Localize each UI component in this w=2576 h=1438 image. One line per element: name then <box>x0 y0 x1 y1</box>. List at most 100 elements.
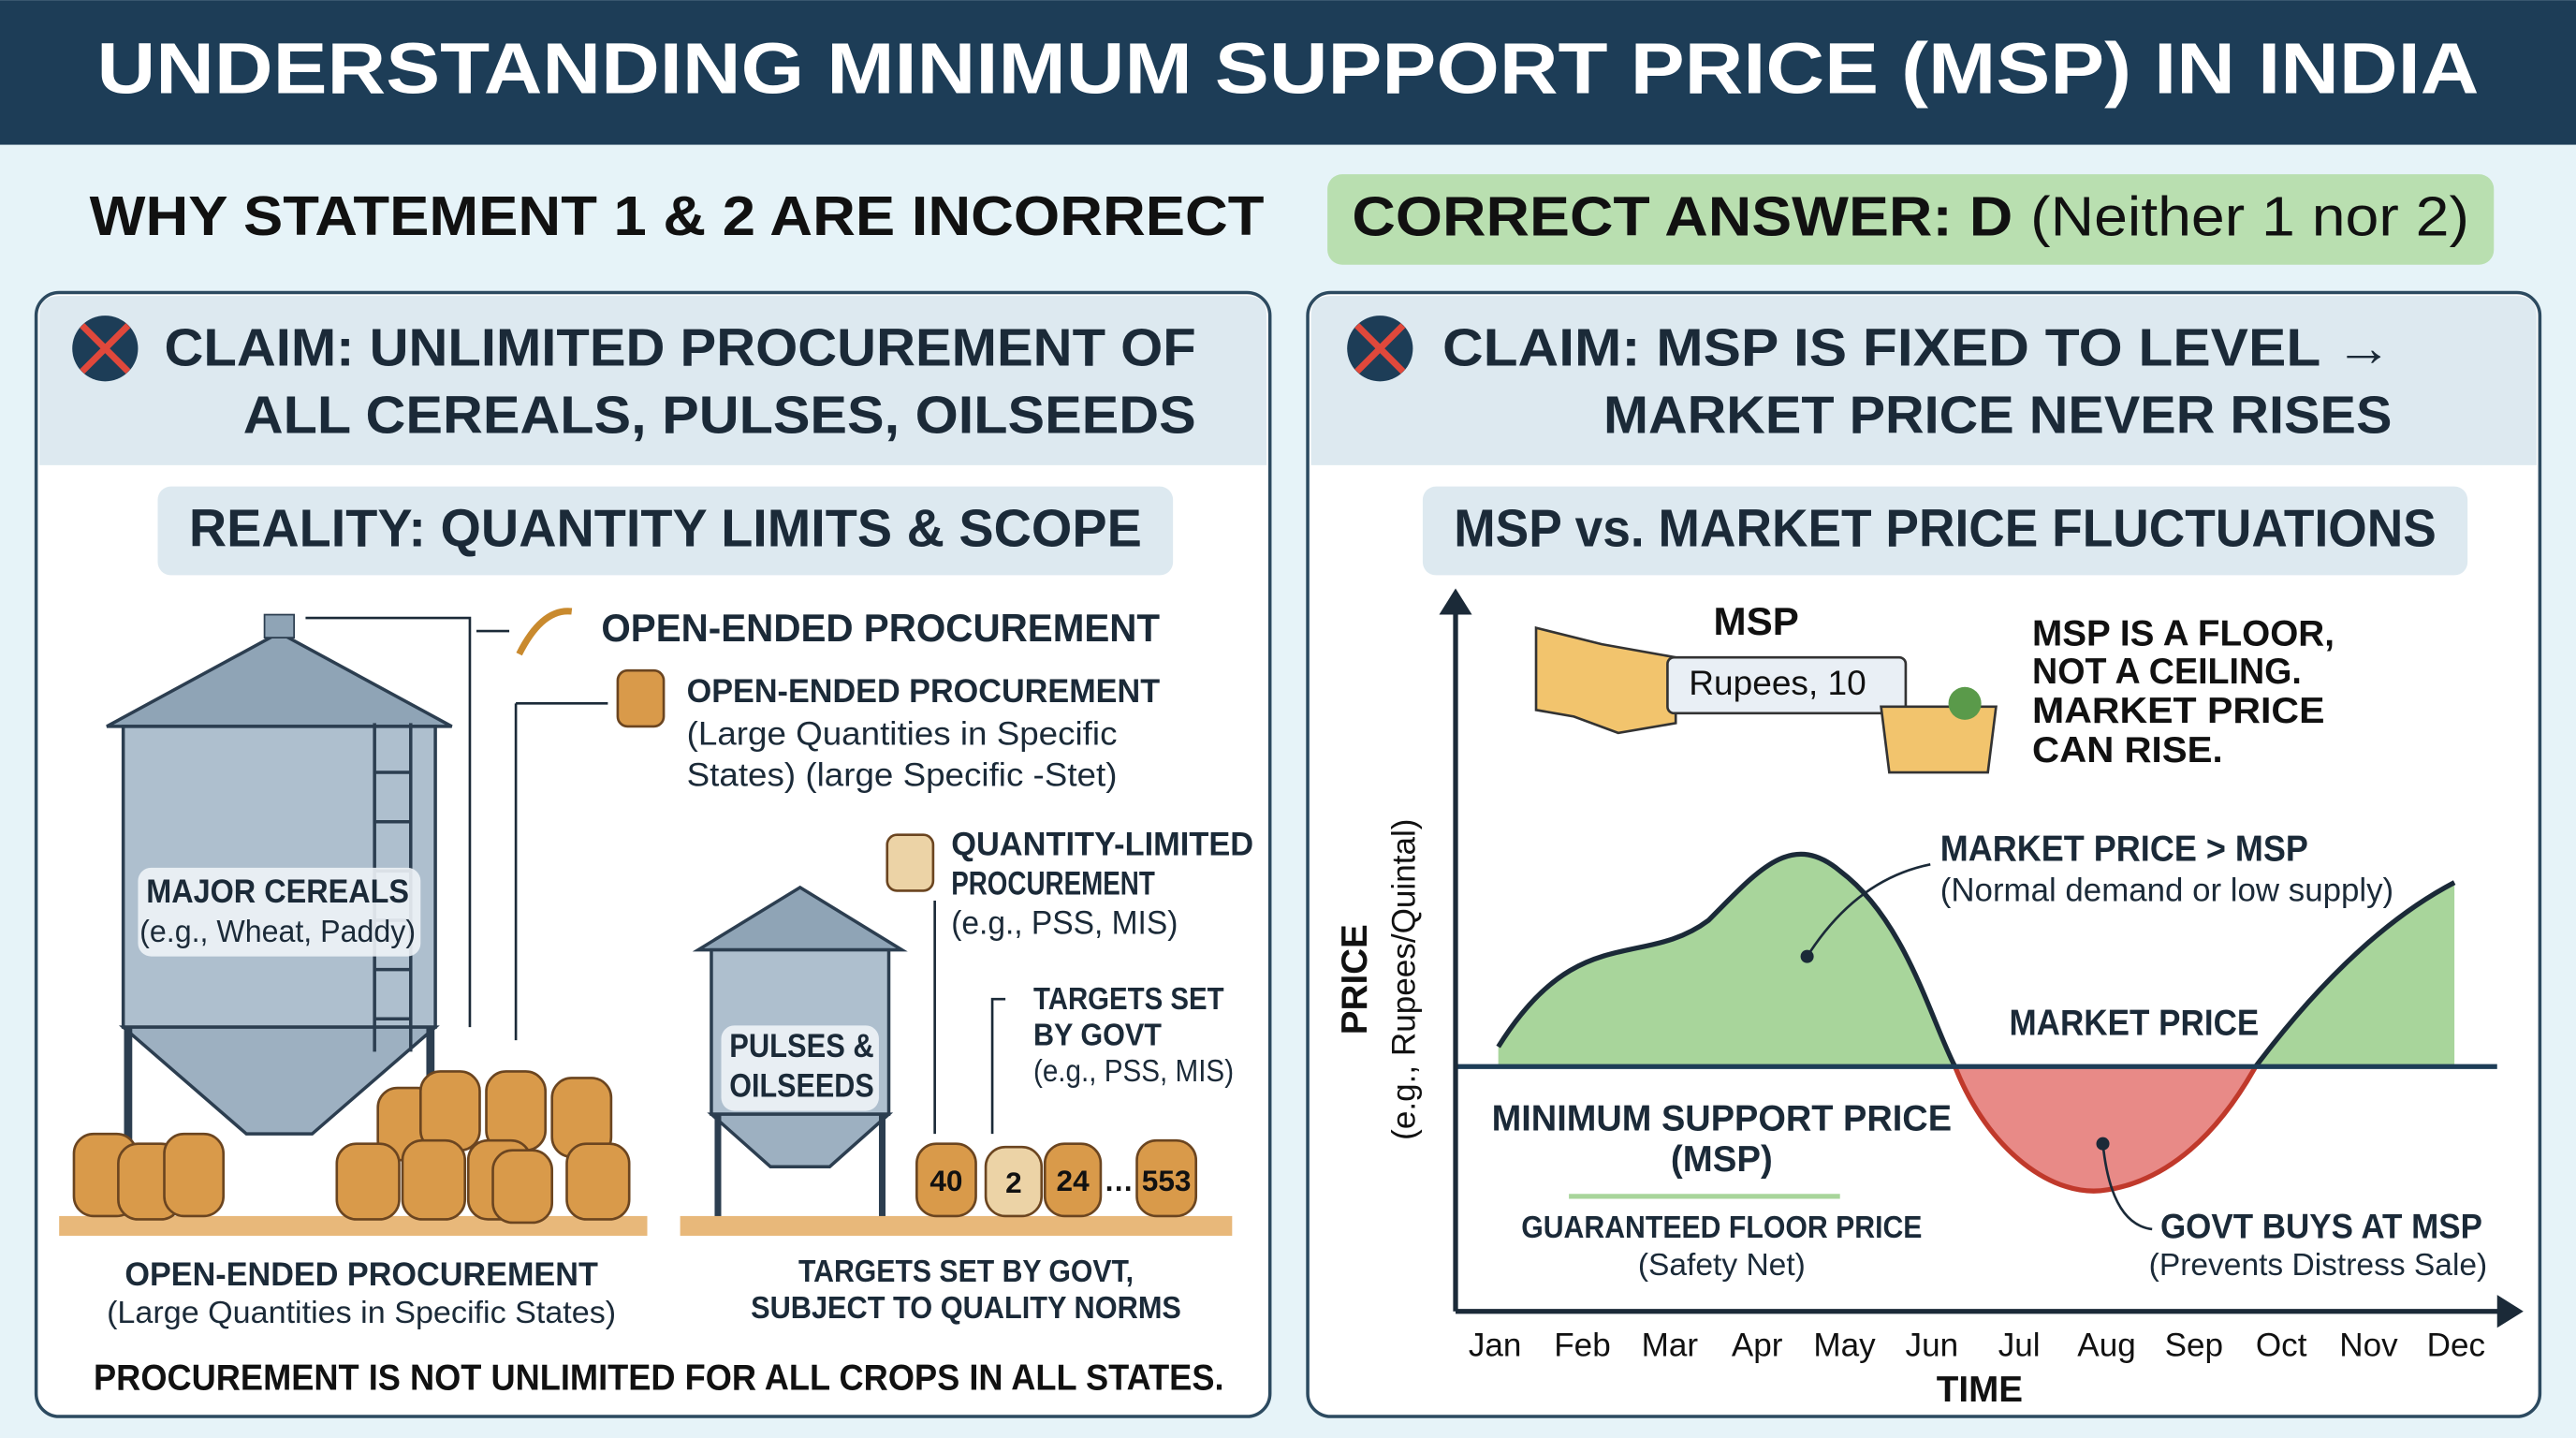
sack-label: 2 <box>1005 1166 1022 1199</box>
grain-sacks-part <box>1135 1138 1198 1218</box>
note: NOT A CEILING. <box>2032 652 2302 692</box>
x-axis-title: TIME <box>1937 1370 2023 1410</box>
callout: (e.g., PSS, MIS) <box>951 905 1178 942</box>
grain-sacks-part <box>915 1142 977 1218</box>
sack-label: 24 <box>1057 1164 1090 1197</box>
grain-sacks-part <box>886 833 935 892</box>
annotation: (Safety Net) <box>1638 1248 1806 1283</box>
price-curve-part <box>2096 1137 2110 1151</box>
grain-sacks-part <box>565 1142 631 1221</box>
price-curve-part <box>1806 863 2153 1231</box>
x-tick-label: Oct <box>2256 1328 2307 1364</box>
reality-heading: REALITY: QUANTITY LIMITS & SCOPE <box>189 499 1142 558</box>
grain-sacks-part <box>616 668 666 728</box>
price-curve-part <box>1498 854 2455 1067</box>
header-bar <box>0 0 2576 145</box>
annotation: (Prevents Distress Sale) <box>2149 1248 2488 1283</box>
msp-sign-part <box>1534 625 1677 735</box>
answer-box <box>1327 174 2495 265</box>
left-panel-part <box>80 323 131 374</box>
silo-large-part <box>263 613 296 638</box>
y-axis-title: PRICE <box>1335 924 1375 1034</box>
leader-lines <box>305 608 1006 1135</box>
section-heading: WHY STATEMENT 1 & 2 ARE INCORRECT <box>90 184 1265 247</box>
grain-sacks-part <box>401 1138 467 1221</box>
x-tick-label: May <box>1813 1328 1876 1364</box>
claim: CLAIM: MSP IS FIXED TO LEVEL → <box>1442 318 2392 377</box>
sign-value: Rupees, 10 <box>1689 664 1866 702</box>
grain-sacks <box>59 668 1233 1236</box>
left-panel-part <box>39 296 1267 465</box>
silo-small-part <box>707 1112 894 1169</box>
leader-lines-part <box>305 616 1006 1135</box>
note: MSP IS A FLOOR, <box>2032 614 2334 654</box>
left-panel-part <box>157 486 1174 576</box>
annotation: (Normal demand or low supply) <box>1940 872 2393 908</box>
grain-sacks-part <box>418 1070 481 1152</box>
sack-label: 40 <box>929 1164 962 1197</box>
left-panel <box>34 290 1272 1418</box>
msp-sign-part <box>1948 686 1982 720</box>
callout: QUANTITY-LIMITED <box>951 826 1253 862</box>
silo-large <box>106 613 453 1225</box>
silo-large-part <box>118 1025 440 1136</box>
silo-small-part <box>714 1114 886 1225</box>
sack-label: … <box>1104 1164 1134 1197</box>
grain-sacks-part <box>163 1132 226 1218</box>
x-tick-label: Apr <box>1732 1328 1783 1364</box>
x-tick-label: Mar <box>1642 1328 1699 1364</box>
x-tick-label: Dec <box>2427 1328 2485 1364</box>
line-label: MINIMUM SUPPORT PRICE <box>1492 1098 1952 1138</box>
answer: CORRECT ANSWER: D (Neither 1 nor 2) <box>1352 184 2468 247</box>
silo-small-part <box>721 1025 879 1111</box>
msp-sign-part <box>1666 655 1908 715</box>
answer-label: CORRECT ANSWER: D <box>1352 184 2012 247</box>
note: CAN RISE. <box>2032 730 2223 770</box>
silo-large-part <box>138 867 421 957</box>
msp-sign <box>1534 625 1998 774</box>
footer: PROCUREMENT IS NOT UNLIMITED FOR ALL CRO… <box>94 1358 1224 1399</box>
x-tick-label: Jul <box>1998 1328 2041 1364</box>
annotation: GOVT BUYS AT MSP <box>2160 1208 2482 1246</box>
right-panel-part <box>1354 323 1406 374</box>
silo-label: PULSES & <box>729 1028 873 1064</box>
callout: OPEN-ENDED PROCUREMENT <box>687 673 1161 710</box>
price-curve-part <box>1498 1066 2455 1192</box>
grain-sacks-part <box>59 1215 648 1236</box>
x-tick-label: Aug <box>2077 1328 2135 1364</box>
right-panel <box>1306 290 2542 1418</box>
leader-lines-part <box>516 608 573 656</box>
right-panel-part <box>1422 486 2468 576</box>
claim: CLAIM: UNLIMITED PROCUREMENT OF <box>165 318 1196 377</box>
caption: OPEN-ENDED PROCUREMENT <box>124 1256 598 1293</box>
price-curve <box>1456 851 2497 1231</box>
axes <box>1439 588 2524 1328</box>
annotation: MARKET PRICE > MSP <box>1940 829 2308 869</box>
x-tick-label: Jun <box>1906 1328 1959 1364</box>
title: UNDERSTANDING MINIMUM SUPPORT PRICE (MSP… <box>97 29 2480 110</box>
right-panel-part <box>1310 296 2537 465</box>
grain-sacks-part <box>1043 1142 1103 1218</box>
silo-label: OILSEEDS <box>729 1067 873 1104</box>
y-axis-title: (e.g., Rupees/Quintal) <box>1386 819 1423 1140</box>
chart-heading: MSP vs. MARKET PRICE FLUCTUATIONS <box>1454 499 2437 558</box>
annotation: GUARANTEED FLOOR PRICE <box>1521 1211 1922 1245</box>
line-label: MARKET PRICE <box>2009 1004 2259 1044</box>
note: MARKET PRICE <box>2032 691 2324 731</box>
silo-label: (e.g., Wheat, Paddy) <box>139 915 416 949</box>
silo-small <box>692 885 908 1225</box>
callout: (e.g., PSS, MIS) <box>1033 1054 1234 1089</box>
grain-sacks-part <box>485 1070 548 1152</box>
callout: (Large Quantities in Specific <box>687 716 1118 753</box>
callout: TARGETS SET <box>1033 982 1224 1017</box>
caption: (Large Quantities in Specific States) <box>107 1296 616 1330</box>
callout: BY GOVT <box>1033 1018 1162 1052</box>
silo-label: MAJOR CEREALS <box>146 873 409 910</box>
x-tick-label: Jan <box>1469 1328 1522 1364</box>
callout: States) (large Specific -Stet) <box>687 757 1118 794</box>
callout: OPEN-ENDED PROCUREMENT <box>601 606 1160 650</box>
x-tick-label: Sep <box>2165 1328 2223 1364</box>
sack-label: 553 <box>1142 1164 1192 1197</box>
answer-detail: (Neither 1 nor 2) <box>2030 184 2469 247</box>
claim: MARKET PRICE NEVER RISES <box>1603 386 2392 445</box>
